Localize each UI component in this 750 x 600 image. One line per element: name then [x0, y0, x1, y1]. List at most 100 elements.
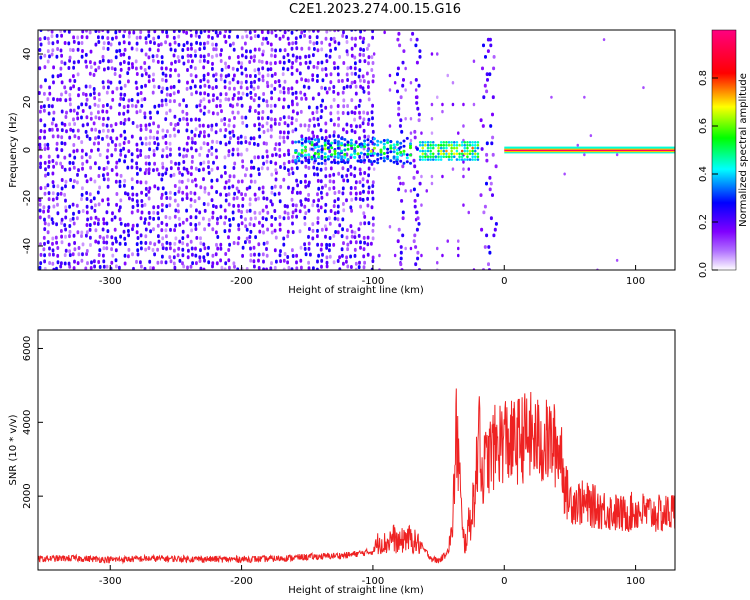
- heatmap-cell: [298, 55, 302, 60]
- heatmap-cell: [223, 208, 227, 213]
- heatmap-cell: [55, 222, 58, 227]
- colorbar-label: Normalized spectral amplitude: [738, 73, 749, 227]
- heatmap-cell: [143, 202, 147, 207]
- heatmap-cell: [232, 124, 236, 129]
- heatmap-cell: [76, 172, 79, 177]
- heatmap-cell: [266, 30, 270, 35]
- heatmap-cell: [482, 43, 485, 48]
- heatmap-cell: [59, 73, 63, 78]
- heatmap-cell: [50, 217, 54, 222]
- heatmap-cell: [333, 122, 336, 127]
- heatmap-cell: [101, 104, 105, 108]
- heatmap-cell: [198, 255, 202, 260]
- heatmap-cell: [321, 67, 324, 72]
- heatmap-cell: [199, 185, 203, 190]
- heatmap-cell: [266, 227, 269, 232]
- heatmap-cell: [51, 104, 54, 109]
- heatmap-cell: [72, 35, 75, 40]
- heatmap-cell: [328, 254, 332, 259]
- heatmap-cell: [101, 198, 104, 203]
- heatmap-cell: [304, 156, 307, 160]
- heatmap-cell: [434, 158, 438, 161]
- heatmap-cell: [151, 54, 155, 59]
- heatmap-cell: [50, 34, 54, 39]
- heatmap-cell: [304, 54, 307, 59]
- heatmap-cell: [304, 252, 308, 257]
- heatmap-cell: [286, 229, 290, 234]
- heatmap-cell: [241, 203, 245, 208]
- heatmap-cell: [253, 264, 256, 269]
- heatmap-cell: [257, 242, 261, 247]
- heatmap-cell: [359, 78, 362, 83]
- heatmap-cell: [372, 74, 375, 78]
- heatmap-cell: [418, 155, 422, 158]
- heatmap-cell: [432, 158, 435, 161]
- heatmap-cell: [126, 222, 130, 227]
- heatmap-cell: [415, 170, 419, 174]
- heatmap-cell: [455, 146, 459, 150]
- heatmap-cell: [55, 33, 59, 38]
- heatmap-cell: [68, 224, 72, 228]
- heatmap-cell: [409, 189, 413, 193]
- heatmap-cell: [346, 104, 349, 108]
- heatmap-cell: [257, 116, 260, 121]
- heatmap-cell: [309, 252, 312, 257]
- heatmap-cell: [126, 104, 130, 109]
- heatmap-cell: [400, 199, 404, 203]
- heatmap-cell: [457, 253, 460, 258]
- heatmap-cell: [124, 242, 127, 246]
- heatmap-cell: [130, 165, 134, 170]
- heatmap-cell: [281, 34, 285, 39]
- heatmap-cell: [319, 167, 323, 172]
- heatmap-cell: [398, 124, 402, 128]
- heatmap-cell: [345, 130, 349, 135]
- heatmap-cell: [161, 242, 164, 247]
- heatmap-cell: [334, 230, 337, 234]
- heatmap-cell: [118, 158, 121, 163]
- heatmap-cell: [224, 142, 228, 147]
- heatmap-cell: [436, 95, 439, 99]
- heatmap-cell: [399, 141, 403, 145]
- heatmap-cell: [324, 161, 327, 166]
- heatmap-cell: [59, 30, 62, 33]
- heatmap-cell: [71, 161, 75, 166]
- heatmap-cell: [139, 260, 142, 265]
- heatmap-cell: [144, 142, 148, 146]
- heatmap-cell: [341, 227, 344, 232]
- heatmap-cell: [224, 61, 227, 66]
- heatmap-cell: [474, 146, 477, 150]
- heatmap-cell: [316, 30, 320, 33]
- heatmap-cell: [287, 152, 291, 157]
- heatmap-cell: [224, 74, 228, 79]
- heatmap-cell: [69, 178, 72, 182]
- heatmap-cell: [89, 177, 93, 182]
- heatmap-cell: [369, 160, 373, 164]
- heatmap-cell: [168, 42, 172, 47]
- heatmap-cell: [203, 258, 206, 263]
- heatmap-cell: [311, 96, 315, 101]
- y-tick-label: -20: [22, 190, 33, 206]
- heatmap-cell: [206, 79, 210, 84]
- heatmap-cell: [420, 174, 423, 179]
- heatmap-cell: [199, 79, 203, 83]
- heatmap-cell: [278, 199, 282, 204]
- heatmap-cell: [156, 110, 159, 115]
- heatmap-cell: [81, 123, 85, 128]
- heatmap-cell: [274, 152, 278, 157]
- heatmap-cell: [237, 96, 240, 101]
- heatmap-cell: [185, 167, 189, 172]
- heatmap-cell: [244, 115, 248, 120]
- heatmap-cell: [212, 204, 215, 208]
- heatmap-cell: [119, 221, 123, 226]
- heatmap-cell: [51, 220, 55, 225]
- heatmap-cell: [353, 149, 357, 153]
- heatmap-cell: [160, 89, 164, 94]
- heatmap-cell: [291, 171, 295, 176]
- heatmap-cell: [147, 65, 151, 70]
- heatmap-cell: [194, 49, 197, 54]
- heatmap-cell: [84, 129, 88, 134]
- heatmap-cell: [109, 80, 113, 85]
- heatmap-cell: [164, 171, 168, 176]
- heatmap-cell: [257, 167, 260, 172]
- heatmap-cell: [84, 266, 88, 270]
